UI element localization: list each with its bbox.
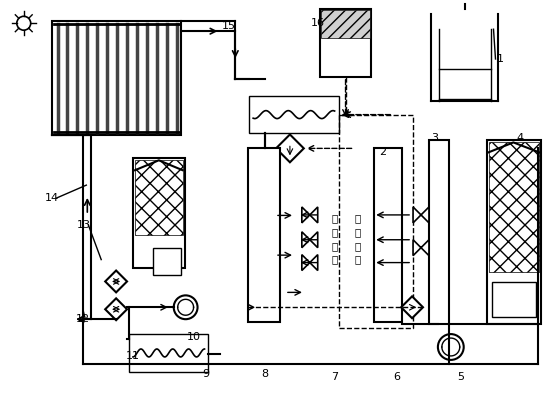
Text: 13: 13 [77, 220, 90, 230]
Text: 15: 15 [221, 21, 235, 31]
Polygon shape [276, 134, 304, 162]
Text: 10: 10 [186, 332, 200, 342]
Bar [129, 334, 209, 372]
Text: 4: 4 [517, 133, 524, 143]
Text: 16: 16 [311, 18, 325, 28]
Polygon shape [105, 298, 127, 320]
Bar [248, 148, 280, 322]
Text: 外: 外 [331, 227, 338, 237]
Text: 6: 6 [393, 372, 401, 382]
Text: 8: 8 [261, 369, 269, 379]
Text: 12: 12 [76, 314, 90, 324]
Polygon shape [413, 207, 429, 223]
Text: 11: 11 [126, 351, 140, 361]
Polygon shape [401, 296, 423, 318]
Polygon shape [302, 232, 317, 248]
Bar [135, 160, 183, 235]
Polygon shape [413, 240, 429, 256]
Polygon shape [302, 255, 317, 271]
Bar [339, 115, 413, 328]
Bar [321, 10, 370, 38]
Bar [492, 282, 536, 317]
Bar [320, 9, 371, 77]
Text: 7: 7 [331, 372, 338, 382]
Text: 室: 室 [331, 213, 338, 223]
Text: 空: 空 [354, 241, 361, 251]
Circle shape [174, 295, 198, 319]
Bar [249, 96, 339, 134]
Polygon shape [302, 207, 317, 223]
Bar [133, 158, 185, 268]
Text: 3: 3 [431, 133, 438, 143]
Polygon shape [105, 271, 127, 292]
Text: 内: 内 [354, 227, 361, 237]
Bar [487, 141, 541, 324]
Circle shape [17, 16, 31, 30]
Text: 14: 14 [44, 193, 59, 203]
Text: 气: 气 [331, 255, 338, 264]
Bar [429, 141, 449, 324]
Text: 室: 室 [354, 213, 361, 223]
Bar [488, 143, 539, 271]
Text: 9: 9 [202, 369, 209, 379]
Text: 气: 气 [354, 255, 361, 264]
Text: 空: 空 [331, 241, 338, 251]
Bar [374, 148, 402, 322]
Circle shape [438, 334, 464, 360]
Bar [153, 248, 181, 275]
Text: 1: 1 [497, 54, 504, 64]
Text: 2: 2 [379, 147, 386, 158]
Text: 5: 5 [457, 372, 464, 382]
Bar [52, 21, 181, 135]
